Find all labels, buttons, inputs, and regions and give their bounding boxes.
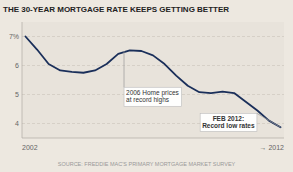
y-tick-label: 6: [15, 62, 19, 69]
x-axis-line: [22, 138, 284, 139]
y-tick-label: 7%: [9, 33, 19, 40]
annotation-leader: [257, 113, 281, 127]
source: SOURCE: FREDDIE MAC'S PRIMARY MORTGAGE M…: [58, 161, 236, 167]
annotation-line: FEB 2012:: [213, 115, 244, 122]
background: [0, 0, 293, 172]
y-tick-label: 5: [15, 91, 19, 98]
annotation-line: at record highs: [126, 96, 170, 104]
y-axis-line: [22, 22, 23, 138]
annotation-box: [200, 113, 257, 131]
chart: THE 30-YEAR MORTGAGE RATE KEEPS GETTING …: [0, 0, 293, 172]
annotation: 2006 Home pricesat record highs: [126, 89, 179, 105]
x-label-right: → 2012: [259, 144, 284, 151]
grid-line: [22, 65, 284, 66]
x-label-left: 2002: [22, 144, 38, 151]
annotation-line: Record low rates: [202, 122, 255, 129]
grid-line: [22, 36, 284, 37]
annotation-box: [124, 87, 181, 106]
y-tick-label: 4: [15, 120, 19, 127]
annotation-leader: [124, 51, 125, 87]
title: THE 30-YEAR MORTGAGE RATE KEEPS GETTING …: [3, 5, 229, 14]
annotation: FEB 2012:Record low rates: [202, 115, 255, 130]
plot-area: [22, 22, 284, 138]
